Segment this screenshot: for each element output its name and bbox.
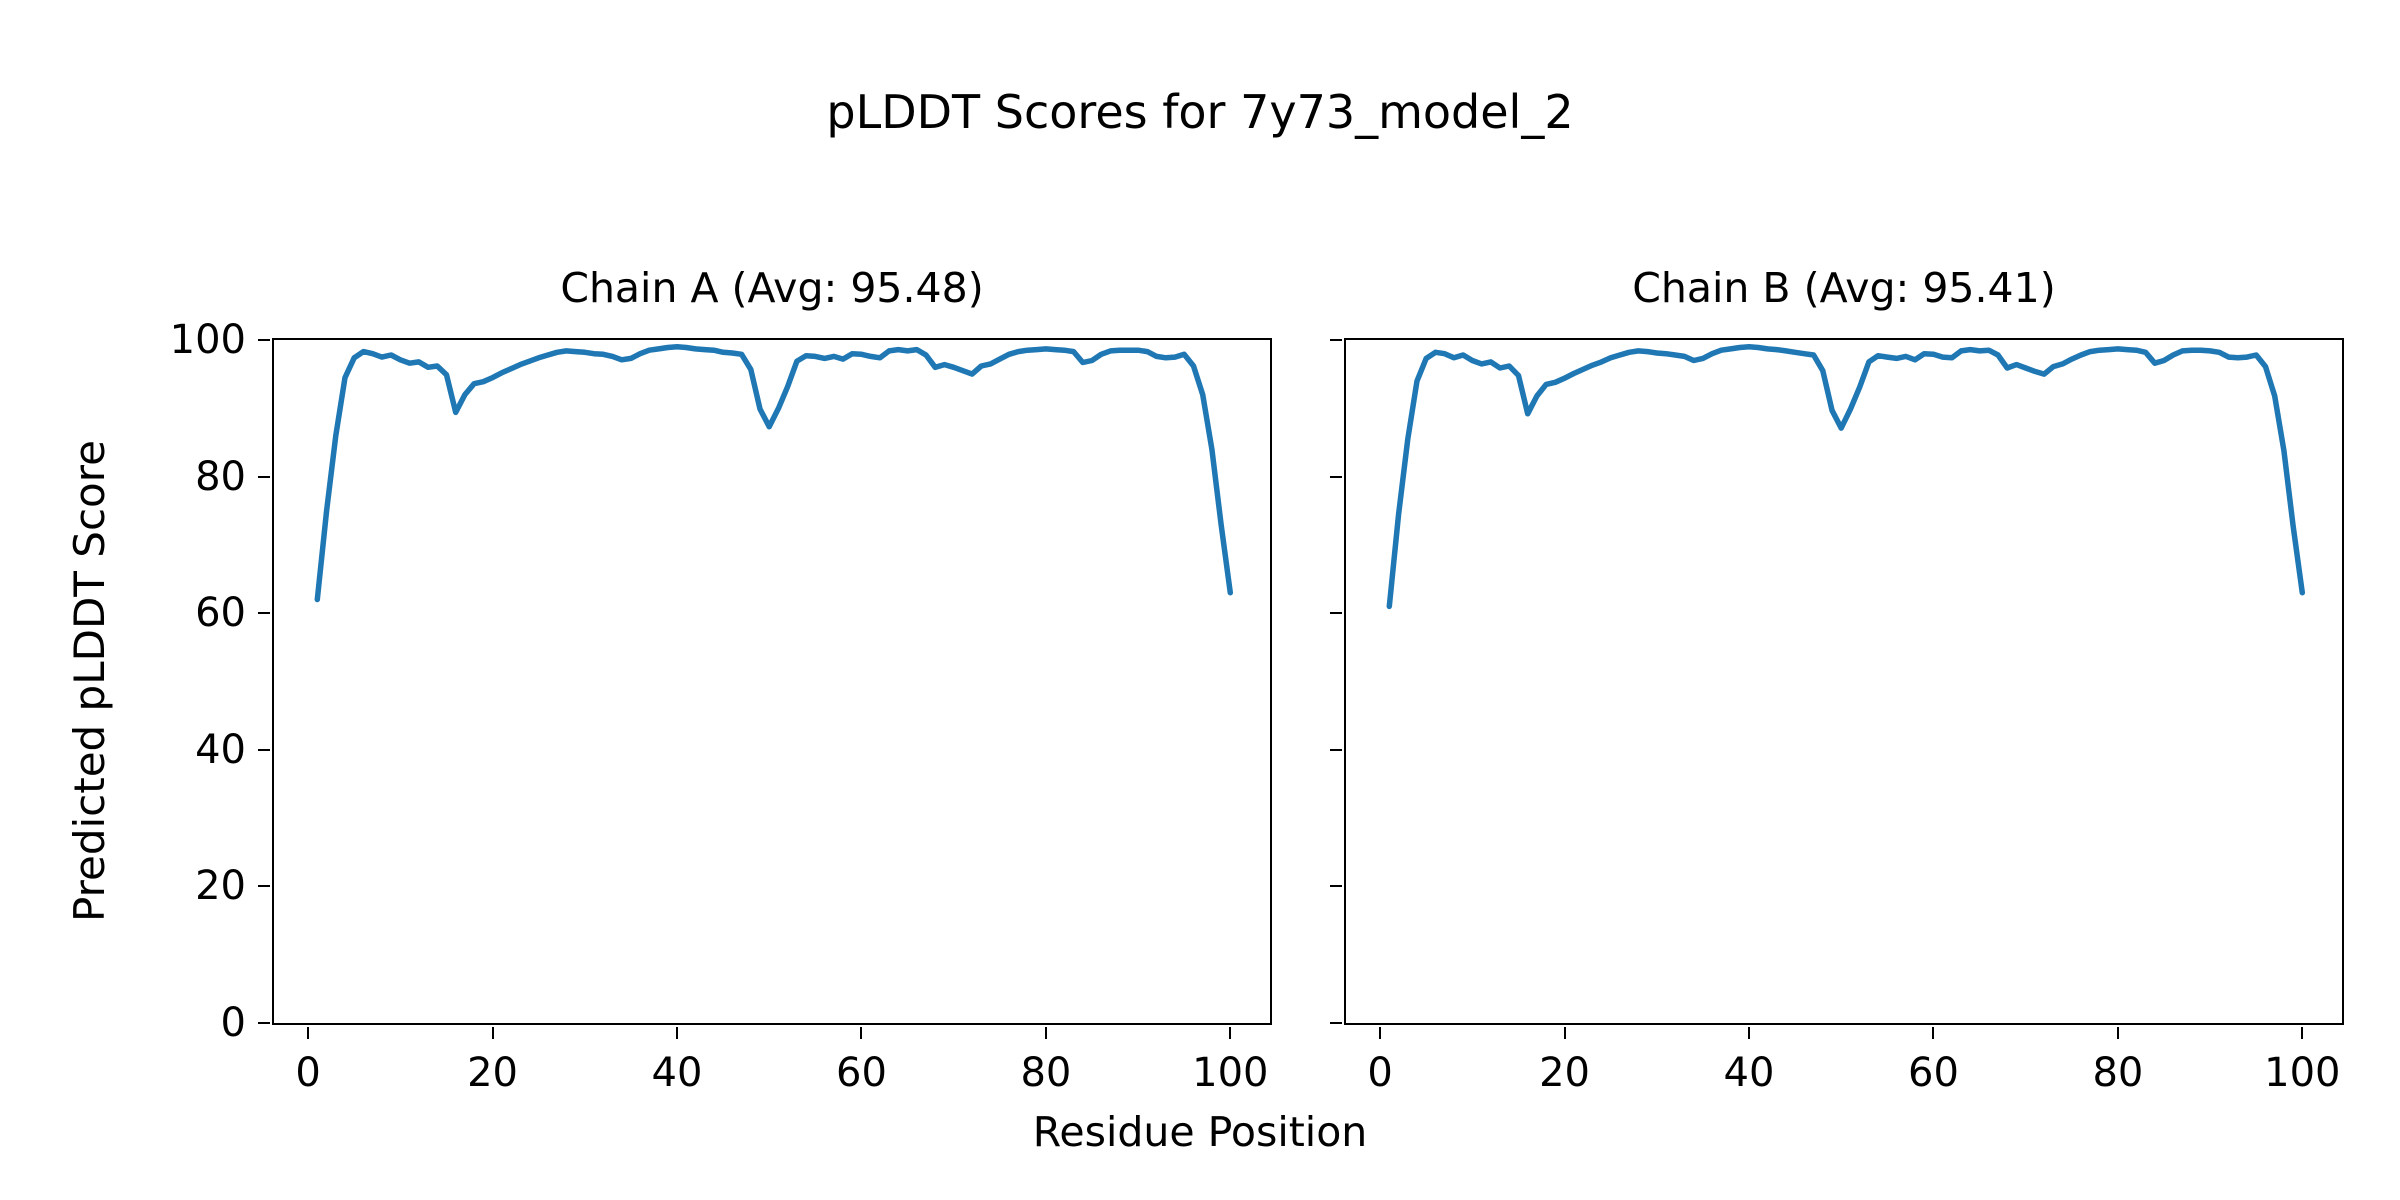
y-tick-mark (258, 1022, 270, 1024)
x-tick-mark (491, 1027, 494, 1039)
x-tick-label: 60 (1908, 1050, 1959, 1096)
y-tick-mark (1330, 475, 1342, 478)
y-tick-mark (258, 748, 270, 751)
y-tick-mark (258, 885, 270, 888)
x-tick-label: 20 (1539, 1050, 1591, 1096)
plddt-line-chain-b (1386, 344, 2306, 610)
x-tick-label: 80 (1020, 1050, 1072, 1096)
x-tick-mark (1229, 1027, 1232, 1039)
y-tick-label: 0 (220, 1000, 246, 1046)
y-tick-label: 60 (195, 590, 246, 637)
x-tick-label: 0 (1367, 1050, 1393, 1096)
y-tick-mark (1330, 748, 1342, 751)
x-tick-mark (1044, 1027, 1047, 1039)
subplot-title-chain-a: Chain A (Avg: 95.48) (560, 264, 984, 312)
y-tick-label: 40 (195, 726, 246, 773)
x-tick-mark (1379, 1027, 1382, 1039)
y-tick-label: 80 (195, 453, 246, 500)
x-tick-mark (860, 1027, 863, 1039)
line-chart-chain-a (314, 344, 1234, 603)
y-tick-mark (1330, 885, 1342, 888)
x-tick-mark (1932, 1027, 1935, 1039)
x-tick-mark (2301, 1027, 2304, 1039)
subplot-title-chain-b: Chain B (Avg: 95.41) (1632, 264, 2056, 312)
x-axis-label: Residue Position (1032, 1108, 1368, 1156)
plot-chain-a: 0 20 40 60 80 100 0 20 40 60 80 100 (170, 318, 1272, 1096)
x-tick-label: 0 (295, 1050, 321, 1096)
y-tick-label: 20 (195, 863, 246, 910)
line-chart-chain-b (1386, 344, 2306, 610)
y-tick-mark (258, 475, 270, 478)
y-tick-label: 100 (169, 317, 246, 363)
figure-title: pLDDT Scores for 7y73_model_2 (826, 85, 1574, 139)
x-tick-mark (1748, 1027, 1750, 1039)
plot-chain-b: 0 20 40 60 80 100 (1330, 338, 2344, 1096)
y-tick-mark (1330, 612, 1342, 615)
x-tick-mark (307, 1027, 310, 1039)
y-tick-mark (258, 612, 270, 615)
x-tick-mark (676, 1027, 678, 1039)
x-tick-label: 100 (2264, 1050, 2341, 1096)
x-tick-label: 100 (1192, 1050, 1269, 1096)
plddt-line-chain-a (314, 344, 1234, 603)
x-tick-mark (2116, 1027, 2119, 1039)
y-tick-mark (1330, 339, 1342, 341)
x-tick-mark (1563, 1027, 1566, 1039)
y-tick-mark (258, 339, 270, 341)
x-tick-label: 40 (651, 1050, 703, 1096)
y-axis-label: Predicted pLDDT Score (65, 440, 114, 922)
x-tick-label: 80 (2092, 1050, 2144, 1096)
x-tick-label: 40 (1723, 1050, 1775, 1096)
y-tick-mark (1330, 1022, 1342, 1024)
x-tick-label: 60 (836, 1050, 887, 1096)
x-tick-label: 20 (467, 1050, 519, 1096)
